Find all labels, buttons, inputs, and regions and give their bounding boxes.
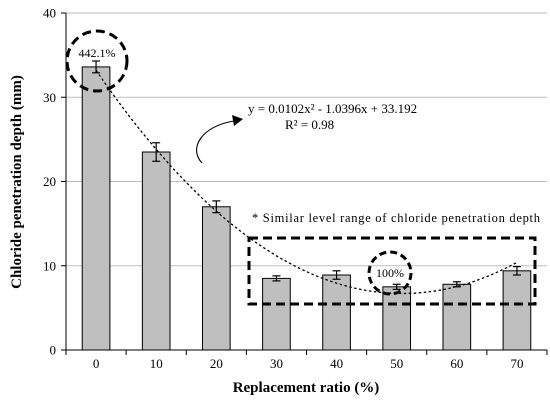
x-tick-label: 60	[450, 356, 463, 371]
error-bars	[92, 60, 521, 290]
y-tick-label: 20	[43, 174, 56, 189]
bar	[502, 270, 532, 351]
reference-highlight-circle	[367, 250, 413, 296]
x-axis-title: Replacement ratio (%)	[233, 380, 380, 396]
x-tick-label: 40	[330, 356, 343, 371]
max-value-label: 442.1%	[79, 46, 116, 60]
similar-range-note: * Similar level range of chloride penetr…	[252, 211, 541, 225]
y-tick-label: 30	[43, 90, 56, 105]
y-tick-label: 40	[43, 6, 56, 21]
bar	[442, 283, 472, 351]
x-ticks: 0 10 20 30 40 50 60 70	[65, 350, 548, 371]
x-tick-label: 0	[93, 356, 100, 371]
x-tick-label: 50	[390, 356, 403, 371]
bar	[262, 277, 291, 351]
equation-arrow-head	[232, 115, 243, 126]
reference-label: 100%	[376, 266, 404, 280]
trend-r2: R² = 0.98	[285, 117, 334, 132]
x-tick-label: 70	[510, 356, 523, 371]
similar-range-box	[247, 236, 537, 306]
y-tick-label: 0	[50, 343, 57, 358]
x-tick-label: 10	[150, 356, 163, 371]
bar	[322, 274, 351, 351]
x-tick-label: 30	[270, 356, 283, 371]
y-tick-label: 10	[43, 258, 56, 273]
max-value-highlight-circle	[65, 29, 129, 93]
equation-arrow	[196, 120, 235, 164]
y-ticks: 0 10 20 30 40	[43, 6, 66, 358]
y-axis-title: Chloride penetration depth (mm)	[9, 75, 25, 289]
x-tick-label: 20	[210, 356, 223, 371]
trend-equation: y = 0.0102x² - 1.0396x + 33.192	[248, 101, 417, 116]
gridlines	[66, 12, 547, 267]
bar	[201, 206, 231, 351]
bar	[141, 151, 171, 351]
bar	[382, 286, 412, 351]
bar	[81, 66, 111, 351]
